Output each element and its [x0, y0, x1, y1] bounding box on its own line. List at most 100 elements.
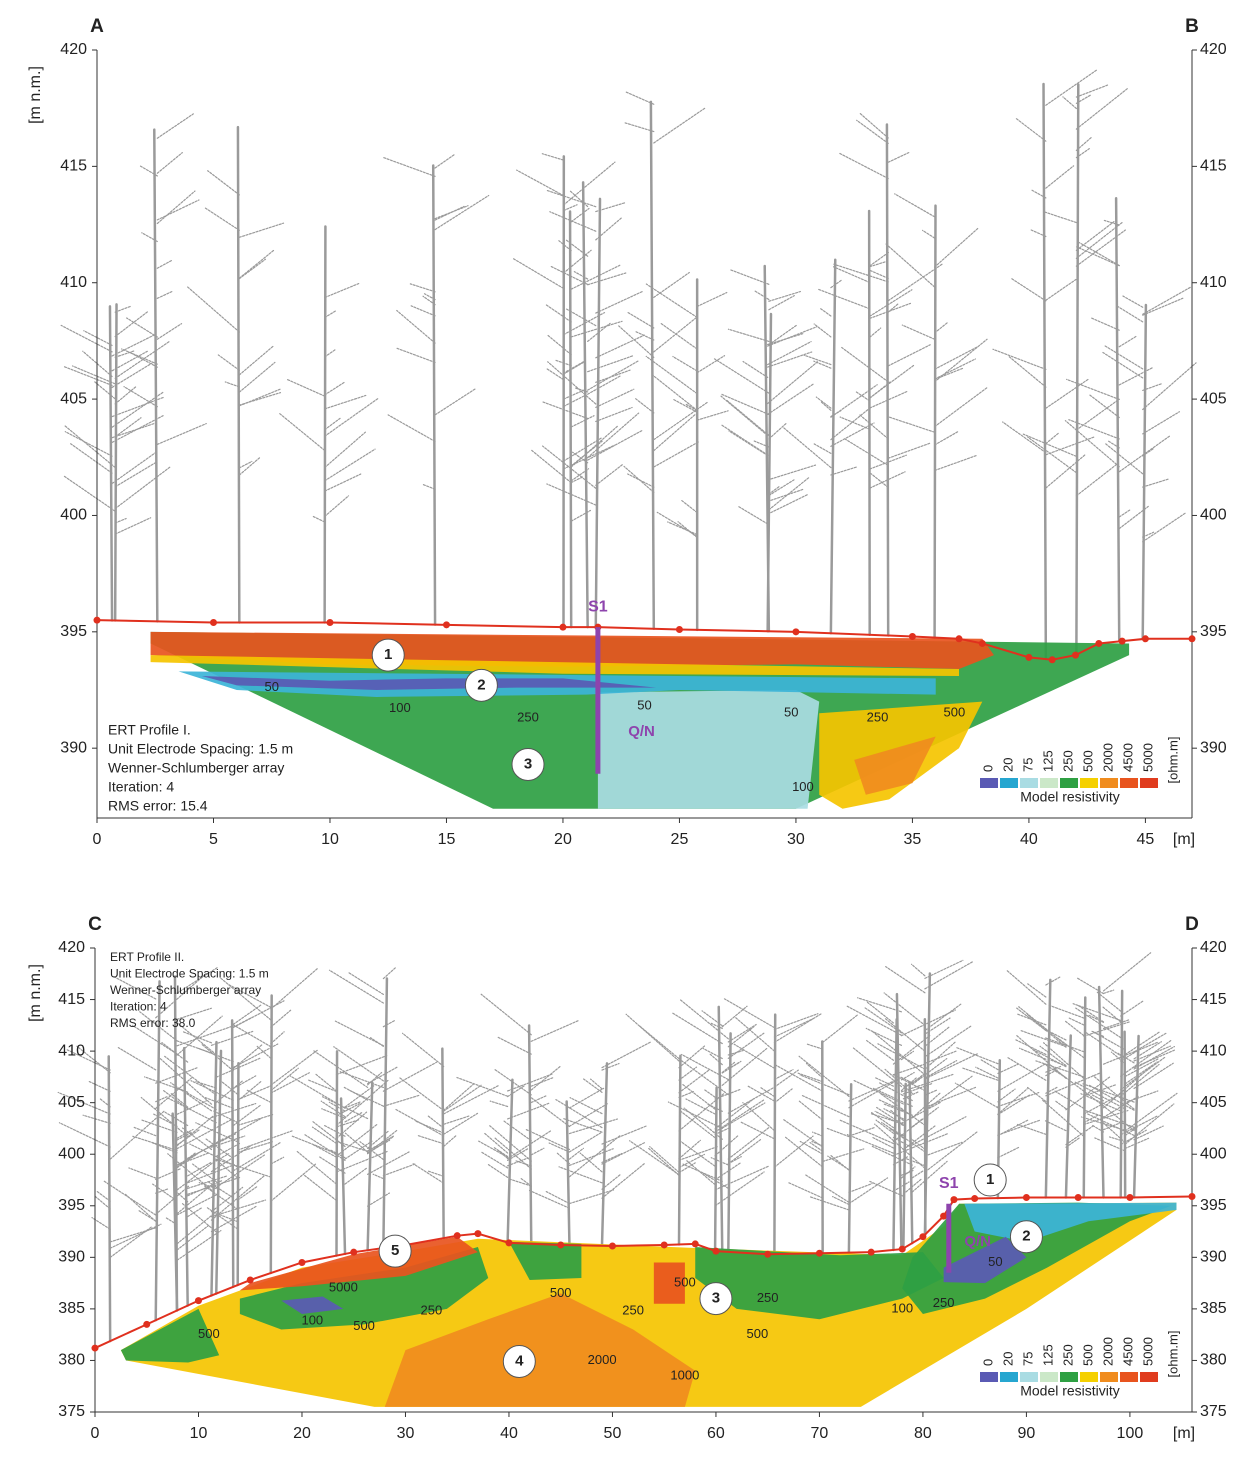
electrode: [298, 1259, 305, 1266]
y-tick-label: 375: [1200, 1403, 1227, 1420]
contour-label: 250: [420, 1302, 442, 1317]
electrode: [868, 1249, 875, 1256]
legend-label: 125: [1040, 750, 1055, 772]
y-tick-label: 395: [1200, 1197, 1227, 1214]
x-tick-label: 0: [93, 831, 102, 848]
legend-swatch: [1060, 778, 1078, 788]
electrode: [979, 640, 986, 647]
profile-info: Wenner-Schlumberger array: [108, 760, 284, 776]
electrode: [94, 617, 101, 624]
electrode: [1023, 1194, 1030, 1201]
legend-unit: [ohm.m]: [1165, 1331, 1180, 1378]
electrode: [1189, 635, 1196, 642]
contour-label: 500: [944, 705, 966, 720]
legend-label: 0: [980, 1359, 995, 1366]
profile-info: Iteration: 4: [108, 779, 174, 795]
y-tick-label: 400: [58, 1145, 85, 1162]
electrode: [247, 1277, 254, 1284]
y-tick-label: 385: [58, 1300, 85, 1317]
electrode: [1025, 654, 1032, 661]
electrode: [909, 633, 916, 640]
electrode: [474, 1230, 481, 1237]
electrode: [764, 1251, 771, 1258]
y-tick-label: 395: [60, 623, 87, 640]
profile-info: ERT Profile I.: [108, 722, 191, 738]
legend-swatch: [1060, 1372, 1078, 1382]
electrode: [1189, 1193, 1196, 1200]
profile-info: Unit Electrode Spacing: 1.5 m: [110, 967, 269, 981]
legend-swatch: [1020, 778, 1038, 788]
electrode: [143, 1321, 150, 1328]
y-tick-label: 380: [1200, 1352, 1227, 1369]
contour-label: 100: [389, 700, 411, 715]
legend-label: 20: [1000, 758, 1015, 772]
y-axis-label: [m n.m.]: [27, 964, 44, 1022]
contour-label: 500: [674, 1275, 696, 1290]
legend-label: 2000: [1100, 743, 1115, 772]
contour-label: 500: [550, 1285, 572, 1300]
unit-marker-label: 5: [391, 1242, 399, 1259]
tree-trunk: [1125, 1032, 1126, 1198]
legend-swatch: [1000, 1372, 1018, 1382]
legend-label: 250: [1060, 1344, 1075, 1366]
contour-label: 2000: [588, 1352, 617, 1367]
legend-swatch: [1120, 1372, 1138, 1382]
contour-label: 250: [757, 1290, 779, 1305]
x-tick-label: 80: [914, 1425, 932, 1442]
profile-info: RMS error: 15.4: [108, 798, 208, 814]
legend-label: 0: [980, 765, 995, 772]
legend-label: 2000: [1100, 1337, 1115, 1366]
legend-swatch: [1100, 1372, 1118, 1382]
legend-swatch: [1080, 1372, 1098, 1382]
borehole-note: Q/N: [628, 723, 655, 740]
corner-label: B: [1185, 16, 1199, 37]
legend-swatch: [1020, 1372, 1038, 1382]
contour-label: 100: [792, 779, 814, 794]
contour-label: 50: [264, 679, 278, 694]
y-tick-label: 420: [58, 939, 85, 956]
electrode: [454, 1232, 461, 1239]
tree-trunk: [715, 1088, 717, 1251]
electrode: [940, 1213, 947, 1220]
contour-label: 50: [784, 705, 798, 720]
y-tick-label: 400: [60, 507, 87, 524]
electrode: [971, 1195, 978, 1202]
corner-label: D: [1185, 914, 1199, 935]
y-tick-label: 415: [1200, 158, 1227, 175]
legend-swatch: [980, 778, 998, 788]
x-axis-label: [m]: [1173, 831, 1195, 848]
y-tick-label: 400: [1200, 507, 1227, 524]
electrode: [609, 1242, 616, 1249]
x-tick-label: 60: [707, 1425, 725, 1442]
x-tick-label: 20: [293, 1425, 311, 1442]
electrode: [1119, 638, 1126, 645]
tree-trunk: [115, 304, 116, 620]
x-tick-label: 30: [397, 1425, 415, 1442]
unit-marker-label: 2: [1022, 1228, 1030, 1245]
x-tick-label: 70: [811, 1425, 829, 1442]
electrode: [210, 619, 217, 626]
corner-label: C: [88, 914, 102, 935]
legend-swatch: [1040, 778, 1058, 788]
electrode: [1142, 635, 1149, 642]
y-tick-label: 410: [58, 1042, 85, 1059]
y-tick-label: 415: [1200, 991, 1227, 1008]
legend-swatch: [1120, 778, 1138, 788]
contour-label: 250: [933, 1295, 955, 1310]
y-tick-label: 410: [60, 274, 87, 291]
legend-label: 75: [1020, 758, 1035, 772]
unit-marker-label: 1: [384, 646, 392, 663]
borehole-label: S1: [588, 598, 608, 615]
legend-swatch: [1140, 1372, 1158, 1382]
tree-trunk: [232, 1020, 233, 1286]
x-tick-label: 5: [209, 831, 218, 848]
y-tick-label: 415: [58, 991, 85, 1008]
borehole-note: Q/N: [964, 1233, 991, 1250]
unit-marker-label: 3: [712, 1290, 720, 1307]
y-tick-label: 390: [60, 739, 87, 756]
x-tick-label: 50: [604, 1425, 622, 1442]
y-tick-label: 395: [1200, 623, 1227, 640]
profile-info: Iteration: 4: [110, 1000, 167, 1014]
legend-label: 125: [1040, 1344, 1055, 1366]
x-tick-label: 90: [1018, 1425, 1036, 1442]
